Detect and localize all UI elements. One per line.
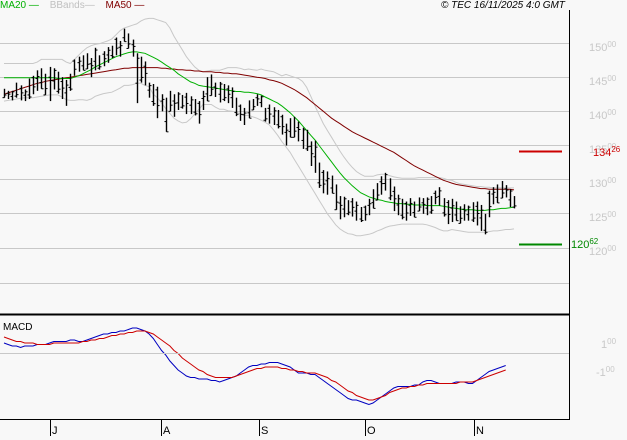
x-tick-label-july: J xyxy=(52,425,58,437)
macd-y-tick-positive: 100 xyxy=(601,337,617,351)
y-tick-120: 12000 xyxy=(589,244,617,258)
copyright-timestamp: © TEC 16/11/2025 4:0 GMT xyxy=(441,0,565,11)
legend-ma50-label: MA50 xyxy=(105,0,132,11)
support-level-label: 12062 xyxy=(571,237,599,251)
legend-bbands: BBands— xyxy=(49,0,95,11)
ma50-line xyxy=(3,67,515,191)
macd-y-tick-negative: -100 xyxy=(596,365,615,379)
x-tick-label-october: O xyxy=(367,425,376,437)
y-tick-140: 14000 xyxy=(589,108,617,122)
x-tick-label-august: A xyxy=(163,425,171,437)
y-tick-125: 12500 xyxy=(589,210,617,224)
ma20-line xyxy=(4,51,515,211)
price-gridlines xyxy=(0,43,569,284)
y-tick-135: 13500 xyxy=(589,142,617,156)
legend-bbands-label: BBands xyxy=(49,0,85,11)
legend-ma20: MA20 — xyxy=(0,0,39,11)
macd-lines xyxy=(3,327,506,406)
x-tick-label-september: S xyxy=(261,425,269,437)
legend-ma20-label: MA20 xyxy=(0,0,27,11)
price-bars xyxy=(2,28,517,235)
y-tick-130: 13000 xyxy=(589,176,617,190)
support-resistance-levels xyxy=(519,150,562,246)
x-axis-ticks xyxy=(50,420,475,436)
y-tick-150: 15000 xyxy=(589,40,617,54)
macd-panel-title: MACD xyxy=(3,322,33,333)
chart-legend: MA20 — BBands— MA50 — xyxy=(0,0,144,12)
legend-ma50: MA50 — xyxy=(105,0,145,11)
chart-frame xyxy=(0,10,570,420)
bollinger-bands xyxy=(3,17,515,237)
x-tick-label-november: N xyxy=(476,425,484,437)
resistance-level-label: 13426 xyxy=(593,145,621,159)
y-tick-145: 14500 xyxy=(589,74,617,88)
